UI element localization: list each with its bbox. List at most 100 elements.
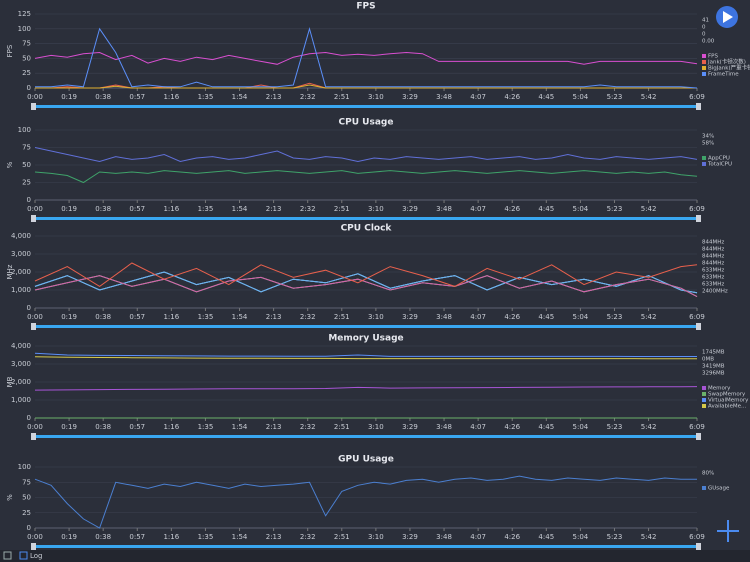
x-tick-label: 5:04 [573, 93, 589, 101]
legend-swatch [702, 404, 706, 408]
y-axis-label: MB [6, 376, 14, 387]
series-line [34, 271, 698, 294]
time-slider [31, 325, 701, 328]
x-tick-label: 3:29 [402, 423, 418, 431]
x-tick-label: 0:57 [129, 533, 145, 541]
legend-swatch [702, 72, 706, 76]
x-tick-label: 4:26 [504, 533, 520, 541]
x-tick-label: 1:54 [232, 93, 248, 101]
legend-label: AppCPU [708, 156, 730, 162]
legend-label: FrameTime [708, 72, 739, 78]
current-value: 41 [702, 18, 709, 24]
legend-label: BigJank(严重卡顿) [708, 64, 750, 72]
x-tick-label: 0:57 [129, 205, 145, 213]
play-button[interactable] [716, 6, 738, 28]
y-tick-label: 75 [22, 40, 31, 48]
y-tick-label: 0 [27, 196, 31, 204]
x-tick-label: 4:26 [504, 423, 520, 431]
x-tick-label: 5:23 [607, 93, 623, 101]
log-checkbox[interactable] [19, 551, 28, 560]
y-tick-label: 2,000 [11, 268, 31, 276]
x-tick-label: 3:48 [436, 93, 452, 101]
legend-label: Memory [708, 386, 731, 392]
time-slider [31, 217, 701, 220]
play-icon[interactable] [723, 11, 733, 23]
x-tick-label: 3:10 [368, 93, 384, 101]
chart-title: Memory Usage [328, 334, 403, 344]
series-line [35, 26, 698, 89]
legend-swatch [702, 162, 706, 166]
x-tick-label: 3:48 [436, 313, 452, 321]
expand-icon[interactable] [3, 551, 12, 560]
x-tick-label: 3:10 [368, 205, 384, 213]
time-slider [31, 105, 701, 108]
y-axis-label: % [6, 161, 14, 168]
x-tick-label: 1:16 [163, 533, 179, 541]
x-tick-label: 0:38 [95, 533, 111, 541]
x-tick-label: 3:10 [368, 313, 384, 321]
chart-title: FPS [356, 2, 375, 12]
x-tick-label: 5:42 [641, 533, 657, 541]
x-tick-label: 4:07 [470, 533, 486, 541]
x-tick-label: 0:00 [27, 93, 43, 101]
y-tick-label: 4,000 [11, 232, 31, 240]
y-tick-label: 25 [22, 69, 31, 77]
x-tick-label: 5:42 [641, 423, 657, 431]
x-tick-label: 3:10 [368, 423, 384, 431]
time-slider [31, 545, 701, 548]
x-tick-label: 2:51 [334, 533, 350, 541]
current-value: 80% [702, 471, 714, 477]
y-tick-label: 50 [22, 494, 31, 502]
y-tick-label: 75 [22, 144, 31, 152]
x-tick-label: 4:07 [470, 313, 486, 321]
x-tick-label: 2:32 [300, 423, 316, 431]
x-tick-label: 2:13 [266, 205, 282, 213]
series-line [34, 170, 698, 184]
legend-swatch [702, 392, 706, 396]
y-tick-label: 0 [27, 84, 31, 92]
slider-handle [696, 215, 701, 222]
x-tick-label: 2:51 [334, 93, 350, 101]
x-tick-label: 6:09 [689, 93, 705, 101]
x-tick-label: 0:38 [95, 313, 111, 321]
x-tick-label: 4:26 [504, 313, 520, 321]
x-tick-label: 6:09 [689, 313, 705, 321]
x-tick-label: 1:16 [163, 93, 179, 101]
slider-handle [696, 323, 701, 330]
series-line [34, 147, 698, 163]
current-value: 844MHz [702, 247, 724, 253]
x-tick-label: 4:07 [470, 93, 486, 101]
legend-label: Jank(卡顿次数) [707, 58, 746, 66]
legend-swatch [702, 54, 706, 58]
x-tick-label: 2:32 [300, 313, 316, 321]
x-tick-label: 5:23 [607, 313, 623, 321]
y-axis-label: FPS [6, 44, 14, 57]
slider-handle [696, 543, 701, 550]
x-tick-label: 1:54 [232, 533, 248, 541]
slider-handle [696, 103, 701, 110]
y-tick-label: 3,000 [11, 250, 31, 258]
y-tick-label: 125 [18, 10, 31, 18]
x-tick-label: 4:45 [538, 313, 554, 321]
current-value: 1745MB [702, 350, 725, 356]
add-icon[interactable] [717, 520, 739, 542]
legend-swatch [702, 486, 706, 490]
x-tick-label: 4:26 [504, 93, 520, 101]
x-tick-label: 4:45 [538, 93, 554, 101]
x-tick-label: 6:09 [689, 423, 705, 431]
x-tick-label: 3:29 [402, 533, 418, 541]
x-tick-label: 5:23 [607, 205, 623, 213]
add-button[interactable] [717, 520, 739, 542]
y-tick-label: 0 [27, 524, 31, 532]
x-tick-label: 2:51 [334, 423, 350, 431]
y-tick-label: 1,000 [11, 286, 31, 294]
y-tick-label: 75 [22, 478, 31, 486]
y-tick-label: 100 [18, 25, 31, 33]
x-tick-label: 0:57 [129, 313, 145, 321]
x-tick-label: 4:45 [538, 533, 554, 541]
x-tick-label: 1:35 [198, 533, 214, 541]
log-label: Log [30, 552, 43, 560]
legend-swatch [702, 60, 706, 64]
x-tick-label: 6:09 [689, 533, 705, 541]
